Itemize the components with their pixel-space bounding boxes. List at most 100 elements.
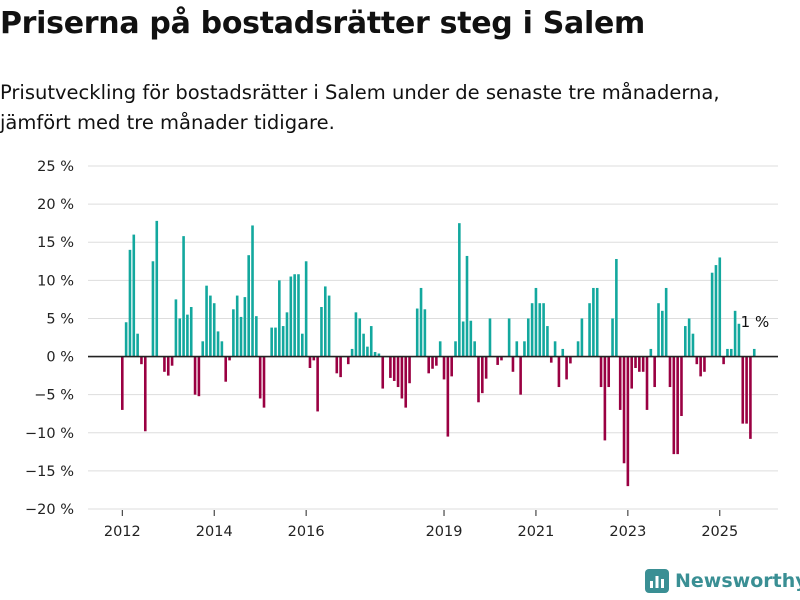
bar <box>186 314 189 357</box>
bar <box>672 356 676 455</box>
bar <box>140 356 143 365</box>
bar <box>569 356 572 364</box>
bar <box>400 356 404 399</box>
bar <box>546 326 549 357</box>
brand-name: Newsworthy <box>675 570 800 592</box>
bar <box>749 356 752 439</box>
bar <box>615 258 618 357</box>
y-tick-label: 5 % <box>46 311 74 327</box>
bar <box>297 274 300 357</box>
chart-subtitle: Prisutveckling för bostadsrätter i Salem… <box>0 81 720 134</box>
bar <box>454 341 457 357</box>
bar <box>362 333 365 357</box>
bar <box>423 309 427 357</box>
bar <box>668 356 672 388</box>
bar <box>446 356 450 437</box>
bar <box>404 356 408 408</box>
newsworthy-brand[interactable]: Newsworthy <box>645 569 800 593</box>
bar <box>680 356 683 417</box>
bar <box>726 348 729 357</box>
bar <box>473 341 476 357</box>
bar <box>664 287 668 357</box>
y-tick-label: −5 % <box>34 388 74 404</box>
bar <box>477 356 480 403</box>
bar <box>316 356 319 412</box>
bar <box>653 356 656 388</box>
y-tick-label: 0 % <box>46 350 74 366</box>
bar <box>392 356 396 381</box>
bar <box>193 356 197 395</box>
bar <box>228 356 231 361</box>
bar <box>634 356 637 368</box>
bar <box>729 348 733 357</box>
bar <box>638 356 641 372</box>
bar <box>121 356 124 410</box>
bar <box>530 303 534 357</box>
bar <box>201 341 205 357</box>
bar <box>722 356 725 365</box>
bar <box>699 356 702 377</box>
bar <box>163 356 166 372</box>
bar <box>389 356 392 378</box>
chart-title: Priserna på bostadsrätter steg i Salem <box>0 6 645 41</box>
bar <box>703 356 706 372</box>
y-tick-label: 25 % <box>37 159 74 175</box>
bar <box>419 287 423 357</box>
bar <box>580 318 584 357</box>
bar <box>415 308 419 357</box>
bar <box>262 356 266 408</box>
bar <box>258 356 262 399</box>
x-tick-label: 2016 <box>288 524 325 540</box>
bar <box>235 295 239 357</box>
bar <box>377 353 381 357</box>
bar <box>641 356 645 372</box>
bar <box>255 316 258 357</box>
y-tick-label: 10 % <box>37 273 74 289</box>
bar <box>676 356 679 455</box>
bar <box>335 356 339 374</box>
bar <box>576 341 580 357</box>
bar <box>308 356 312 368</box>
bar <box>281 326 285 357</box>
bar <box>239 316 243 357</box>
bar <box>136 333 139 357</box>
bar <box>561 348 565 357</box>
bar <box>358 318 362 357</box>
y-tick-label: −10 % <box>25 426 74 442</box>
bar <box>595 287 599 357</box>
bar <box>630 356 633 389</box>
bar <box>511 356 515 372</box>
bar <box>166 356 170 376</box>
x-tick-label: 2014 <box>196 524 233 540</box>
bar <box>741 356 745 424</box>
bar <box>205 285 208 357</box>
bar <box>603 356 607 441</box>
bar <box>649 348 653 357</box>
bar <box>618 356 622 410</box>
bar <box>695 356 699 365</box>
bar <box>611 318 614 357</box>
bar <box>515 341 519 357</box>
bar <box>484 356 488 379</box>
bar <box>301 333 304 357</box>
last-value-annotation: 1 % <box>741 313 770 331</box>
bar <box>710 272 714 357</box>
bar <box>197 356 201 397</box>
bar <box>243 297 247 357</box>
bar <box>155 220 159 357</box>
bar <box>209 295 212 357</box>
bar <box>737 323 741 357</box>
bar <box>369 326 373 357</box>
bar <box>461 321 465 357</box>
bar <box>320 307 323 357</box>
newsworthy-logo-icon <box>645 569 669 593</box>
bar <box>496 356 499 365</box>
bar <box>645 356 649 410</box>
bar <box>538 303 542 357</box>
bar <box>304 261 308 357</box>
bar <box>232 309 235 357</box>
bar <box>500 356 503 361</box>
bar <box>220 341 224 357</box>
bar <box>684 326 687 357</box>
